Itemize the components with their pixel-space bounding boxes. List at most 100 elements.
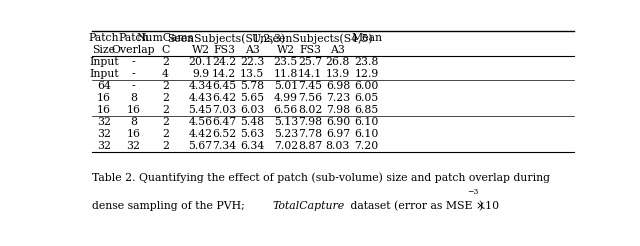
- Text: 5.13: 5.13: [274, 117, 298, 127]
- Text: 4.42: 4.42: [188, 129, 212, 139]
- Text: Patch: Patch: [88, 33, 119, 43]
- Text: 7.20: 7.20: [355, 141, 379, 151]
- Text: 7.34: 7.34: [212, 141, 236, 151]
- Text: 2: 2: [162, 141, 169, 151]
- Text: 16: 16: [97, 105, 111, 115]
- Text: 8.02: 8.02: [298, 105, 323, 115]
- Text: 12.9: 12.9: [355, 69, 379, 79]
- Text: 64: 64: [97, 81, 111, 91]
- Text: 2: 2: [162, 129, 169, 139]
- Text: 4: 4: [162, 69, 169, 79]
- Text: 7.98: 7.98: [326, 105, 350, 115]
- Text: TotalCapture: TotalCapture: [273, 201, 345, 211]
- Text: 5.63: 5.63: [240, 129, 264, 139]
- Text: 8.03: 8.03: [326, 141, 350, 151]
- Text: 6.34: 6.34: [240, 141, 264, 151]
- Text: 13.9: 13.9: [326, 69, 350, 79]
- Text: 7.98: 7.98: [298, 117, 322, 127]
- Text: SeenSubjects(S1,2,3): SeenSubjects(S1,2,3): [167, 33, 285, 44]
- Text: 32: 32: [97, 117, 111, 127]
- Text: 7.03: 7.03: [212, 105, 236, 115]
- Text: 14.2: 14.2: [212, 69, 236, 79]
- Text: 6.00: 6.00: [355, 81, 379, 91]
- Text: 6.98: 6.98: [326, 81, 350, 91]
- Text: NumCams: NumCams: [137, 33, 194, 43]
- Text: dense sampling of the PVH;: dense sampling of the PVH;: [92, 201, 249, 211]
- Text: 16: 16: [127, 105, 141, 115]
- Text: 6.42: 6.42: [212, 93, 236, 103]
- Text: Overlap: Overlap: [112, 45, 156, 55]
- Text: Input: Input: [89, 57, 118, 67]
- Text: 7.45: 7.45: [298, 81, 322, 91]
- Text: 2: 2: [162, 81, 169, 91]
- Text: Input: Input: [89, 69, 118, 79]
- Text: W2: W2: [191, 45, 209, 55]
- Text: 5.01: 5.01: [274, 81, 298, 91]
- Text: 8.87: 8.87: [298, 141, 323, 151]
- Text: 5.65: 5.65: [240, 93, 264, 103]
- Text: 6.52: 6.52: [212, 129, 236, 139]
- Text: 7.02: 7.02: [274, 141, 298, 151]
- Text: 8: 8: [130, 117, 137, 127]
- Text: 24.2: 24.2: [212, 57, 236, 67]
- Text: Size: Size: [92, 45, 115, 55]
- Text: 6.05: 6.05: [355, 93, 379, 103]
- Text: 6.85: 6.85: [355, 105, 379, 115]
- Text: 14.1: 14.1: [298, 69, 323, 79]
- Text: 13.5: 13.5: [240, 69, 264, 79]
- Text: -: -: [132, 69, 136, 79]
- Text: 32: 32: [97, 141, 111, 151]
- Text: 32: 32: [127, 141, 141, 151]
- Text: 23.5: 23.5: [274, 57, 298, 67]
- Text: 5.78: 5.78: [240, 81, 264, 91]
- Text: 8: 8: [130, 93, 137, 103]
- Text: Table 2. Quantifying the effect of patch (sub-volume) size and patch overlap dur: Table 2. Quantifying the effect of patch…: [92, 172, 550, 183]
- Text: 2: 2: [162, 57, 169, 67]
- Text: 5.67: 5.67: [188, 141, 212, 151]
- Text: FS3: FS3: [213, 45, 236, 55]
- Text: 32: 32: [97, 129, 111, 139]
- Text: Mean: Mean: [351, 33, 382, 43]
- Text: 5.45: 5.45: [189, 105, 212, 115]
- Text: -: -: [132, 81, 136, 91]
- Text: 5.23: 5.23: [274, 129, 298, 139]
- Text: A3: A3: [244, 45, 260, 55]
- Text: 23.8: 23.8: [355, 57, 379, 67]
- Text: W2: W2: [276, 45, 295, 55]
- Text: 6.47: 6.47: [212, 117, 236, 127]
- Text: 7.23: 7.23: [326, 93, 350, 103]
- Text: 16: 16: [127, 129, 141, 139]
- Text: 4.99: 4.99: [274, 93, 298, 103]
- Text: 26.8: 26.8: [326, 57, 350, 67]
- Text: dataset (error as MSE ×10: dataset (error as MSE ×10: [348, 200, 499, 211]
- Text: 25.7: 25.7: [298, 57, 322, 67]
- Text: 6.90: 6.90: [326, 117, 350, 127]
- Text: 6.97: 6.97: [326, 129, 350, 139]
- Text: 6.10: 6.10: [355, 117, 379, 127]
- Text: 2: 2: [162, 105, 169, 115]
- Text: 22.3: 22.3: [240, 57, 264, 67]
- Text: 4.43: 4.43: [188, 93, 212, 103]
- Text: FS3: FS3: [299, 45, 321, 55]
- Text: 4.56: 4.56: [188, 117, 212, 127]
- Text: 7.78: 7.78: [298, 129, 322, 139]
- Text: C: C: [161, 45, 170, 55]
- Text: A3: A3: [330, 45, 346, 55]
- Text: 2: 2: [162, 93, 169, 103]
- Text: 6.45: 6.45: [212, 81, 236, 91]
- Text: -: -: [132, 57, 136, 67]
- Text: 4.34: 4.34: [188, 81, 212, 91]
- Text: 5.48: 5.48: [240, 117, 264, 127]
- Text: 16: 16: [97, 93, 111, 103]
- Text: −3: −3: [467, 188, 478, 196]
- Text: 6.10: 6.10: [355, 129, 379, 139]
- Text: Patch: Patch: [118, 33, 149, 43]
- Text: 9.9: 9.9: [192, 69, 209, 79]
- Text: 2: 2: [162, 117, 169, 127]
- Text: 6.56: 6.56: [274, 105, 298, 115]
- Text: ).: ).: [478, 200, 486, 211]
- Text: 6.03: 6.03: [240, 105, 264, 115]
- Text: UnseenSubjects(S4,5): UnseenSubjects(S4,5): [251, 33, 372, 44]
- Text: 7.56: 7.56: [298, 93, 322, 103]
- Text: 20.1: 20.1: [188, 57, 212, 67]
